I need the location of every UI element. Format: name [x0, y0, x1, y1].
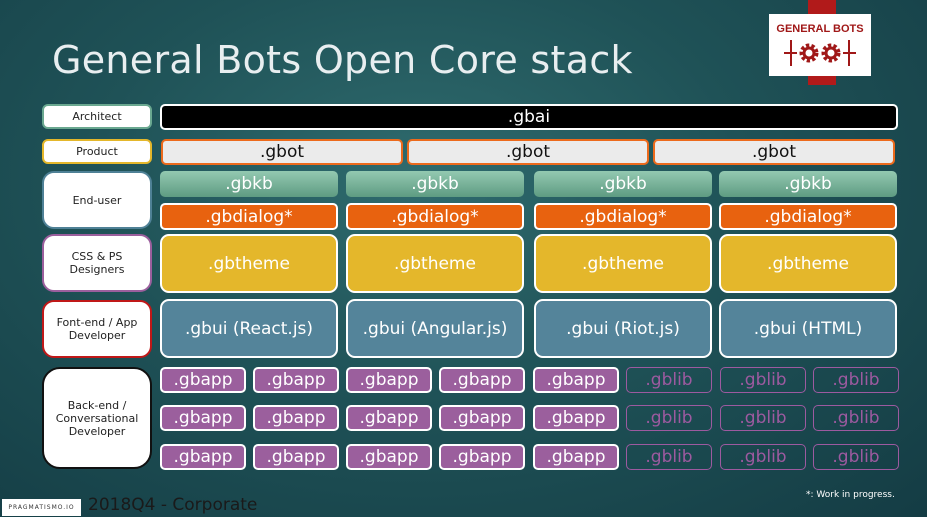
footer-text: 2018Q4 - Corporate — [88, 495, 258, 515]
pragmatismo-logo: PRAGMATISMO.IO — [2, 499, 81, 516]
gblib-block: .gblib — [626, 444, 712, 470]
gbot-block: .gbot — [407, 139, 649, 165]
general-bots-logo: GENERAL BOTS — [769, 14, 871, 76]
role-label: Font-end / App Developer — [42, 300, 152, 358]
gblib-block: .gblib — [720, 405, 806, 431]
gbtheme-block: .gbtheme — [534, 234, 712, 293]
gbapp-block: .gbapp — [160, 367, 246, 393]
gbkb-block: .gbkb — [160, 171, 338, 197]
footnote: *: Work in progress. — [806, 490, 895, 500]
gbapp-block: .gbapp — [439, 444, 525, 470]
gbapp-block: .gbapp — [533, 367, 619, 393]
gbot-block: .gbot — [653, 139, 895, 165]
gbtheme-block: .gbtheme — [719, 234, 897, 293]
role-label: CSS & PS Designers — [42, 234, 152, 292]
gbtheme-block: .gbtheme — [160, 234, 338, 293]
gbtheme-block: .gbtheme — [346, 234, 524, 293]
gbapp-block: .gbapp — [253, 444, 339, 470]
gblib-block: .gblib — [813, 367, 899, 393]
gblib-block: .gblib — [626, 405, 712, 431]
gbdialog-block: .gbdialog* — [160, 203, 338, 230]
gblib-block: .gblib — [813, 405, 899, 431]
gbapp-block: .gbapp — [160, 405, 246, 431]
gbapp-block: .gbapp — [439, 367, 525, 393]
gbkb-block: .gbkb — [719, 171, 897, 197]
gbapp-block: .gbapp — [253, 405, 339, 431]
gbdialog-block: .gbdialog* — [346, 203, 524, 230]
role-label: Architect — [42, 104, 152, 129]
gbapp-block: .gbapp — [533, 405, 619, 431]
gbkb-block: .gbkb — [346, 171, 524, 197]
gbkb-block: .gbkb — [534, 171, 712, 197]
role-label: End-user — [42, 171, 152, 229]
gblib-block: .gblib — [626, 367, 712, 393]
gblib-block: .gblib — [720, 444, 806, 470]
gbdialog-block: .gbdialog* — [719, 203, 897, 230]
role-label: Back-end / Conversational Developer — [42, 367, 152, 469]
gbapp-block: .gbapp — [533, 444, 619, 470]
gbot-block: .gbot — [161, 139, 403, 165]
gbui-block: .gbui (Angular.js) — [346, 299, 524, 358]
gbapp-block: .gbapp — [346, 444, 432, 470]
gbapp-block: .gbapp — [439, 405, 525, 431]
slide-title: General Bots Open Core stack — [52, 38, 633, 82]
gbui-block: .gbui (Riot.js) — [534, 299, 712, 358]
gbapp-block: .gbapp — [346, 367, 432, 393]
gbdialog-block: .gbdialog* — [534, 203, 712, 230]
gbui-block: .gbui (React.js) — [160, 299, 338, 358]
gblib-block: .gblib — [720, 367, 806, 393]
gbai-block: .gbai — [160, 104, 898, 130]
svg-text:GENERAL BOTS: GENERAL BOTS — [776, 23, 863, 35]
gblib-block: .gblib — [813, 444, 899, 470]
gbapp-block: .gbapp — [160, 444, 246, 470]
gbapp-block: .gbapp — [346, 405, 432, 431]
gbui-block: .gbui (HTML) — [719, 299, 897, 358]
gbapp-block: .gbapp — [253, 367, 339, 393]
role-label: Product — [42, 139, 152, 164]
